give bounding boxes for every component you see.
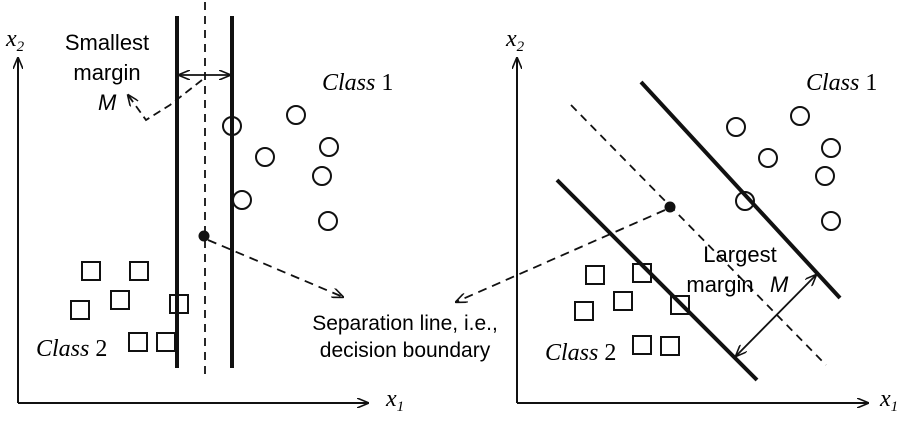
left-margin-label-line2: margin xyxy=(73,60,140,85)
class2-point xyxy=(670,295,690,315)
right-x-axis-label: x1 xyxy=(879,386,898,415)
right-class1-points xyxy=(726,106,841,231)
left-margin-pointer xyxy=(128,79,203,122)
left-panel: x2 x1 Smallest margin M Class 1 xyxy=(5,2,404,415)
left-boundary-dot xyxy=(198,230,210,242)
separation-label-line1: Separation line, i.e., xyxy=(312,312,498,335)
class1-point xyxy=(232,190,252,210)
right-margin-label-line2: margin xyxy=(686,272,753,297)
class1-point xyxy=(255,147,275,167)
class1-point xyxy=(319,137,339,157)
left-margin-symbol: M xyxy=(98,90,117,115)
left-x-axis-label: x1 xyxy=(385,386,404,415)
right-panel: x2 x1 Largest margin M Class 1 xyxy=(456,26,898,415)
right-margin-symbol: M xyxy=(770,272,789,297)
right-class2-label: Class 2 xyxy=(545,340,616,366)
class2-point xyxy=(81,261,101,281)
right-class1-label: Class 1 xyxy=(806,70,877,96)
left-class1-points xyxy=(222,105,339,231)
class1-point xyxy=(790,106,810,126)
right-margin-line-class2 xyxy=(555,178,759,382)
class1-point xyxy=(821,138,841,158)
left-boundary-pointer xyxy=(207,239,343,297)
class2-point xyxy=(613,291,633,311)
right-margin-line-class1 xyxy=(639,80,842,300)
class2-point xyxy=(660,336,680,356)
class2-point xyxy=(129,261,149,281)
class2-point xyxy=(632,335,652,355)
class1-point xyxy=(726,117,746,137)
separation-label: Separation line, i.e., decision boundary xyxy=(312,312,498,362)
class2-point xyxy=(574,301,594,321)
left-margin-label-line1: Smallest xyxy=(65,30,149,55)
class2-point xyxy=(585,265,605,285)
left-class1-label: Class 1 xyxy=(322,70,393,96)
class2-point xyxy=(110,290,130,310)
class1-point xyxy=(222,116,242,136)
class2-point xyxy=(632,263,652,283)
class1-point xyxy=(821,211,841,231)
right-decision-boundary xyxy=(570,104,827,366)
right-y-axis-label: x2 xyxy=(505,26,525,55)
left-class2-label: Class 2 xyxy=(36,336,107,362)
separation-label-line2: decision boundary xyxy=(320,339,491,362)
class2-point xyxy=(169,294,189,314)
right-boundary-dot xyxy=(664,201,676,213)
class2-point xyxy=(128,332,148,352)
right-margin-arrow xyxy=(736,275,816,356)
class1-point xyxy=(735,191,755,211)
class1-point xyxy=(815,166,835,186)
class1-point xyxy=(318,211,338,231)
class1-point xyxy=(286,105,306,125)
right-boundary-pointer xyxy=(456,209,666,302)
left-y-axis-label: x2 xyxy=(5,26,25,55)
class2-point xyxy=(156,332,176,352)
class1-point xyxy=(312,166,332,186)
right-class2-points xyxy=(574,263,690,356)
class1-point xyxy=(758,148,778,168)
left-class2-points xyxy=(70,261,189,352)
class2-point xyxy=(70,300,90,320)
right-margin-label-line1: Largest xyxy=(703,242,776,267)
